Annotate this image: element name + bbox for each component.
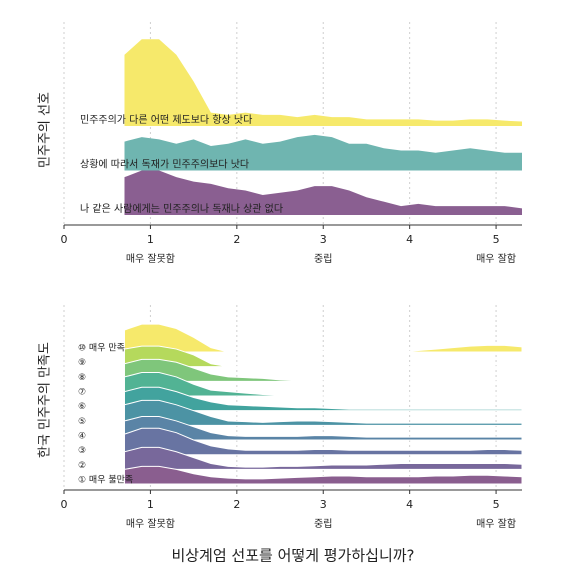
series-label: ⑦	[78, 388, 86, 398]
y-axis-label: 민주주의 선호	[38, 92, 53, 168]
series-label: ① 매우 불만족	[78, 475, 133, 486]
x-tick-label: 4	[406, 233, 413, 246]
series-label: ②	[78, 461, 86, 471]
series-label: ⑨	[78, 358, 86, 368]
series-label: ③	[78, 446, 86, 456]
series-label: ⑤	[78, 417, 86, 427]
x-category-label: 매우 잘함	[476, 518, 516, 530]
x-category-label: 매우 잘못함	[126, 518, 175, 530]
x-axis-label: 비상계엄 선포를 어떻게 평가하십니까?	[171, 547, 414, 565]
x-category-label: 중립	[314, 252, 332, 265]
x-tick-label: 5	[493, 233, 500, 246]
ridge	[123, 323, 523, 353]
x-category-label: 중립	[314, 517, 332, 530]
series-label: 나 같은 사람에게는 민주주의나 독재나 상관 없다	[80, 202, 283, 215]
x-tick-label: 0	[61, 498, 68, 511]
ridge	[124, 39, 522, 126]
series-label: 민주주의가 다른 어떤 제도보다 항상 낫다	[80, 114, 252, 126]
x-tick-label: 1	[147, 498, 154, 511]
ridge	[124, 170, 522, 215]
x-tick-label: 0	[61, 233, 68, 246]
ridge	[123, 465, 523, 485]
ridge	[124, 134, 522, 171]
x-tick-label: 2	[233, 498, 240, 511]
ridge	[123, 446, 523, 470]
ridge	[123, 386, 523, 412]
x-tick-label: 1	[147, 233, 154, 246]
x-tick-label: 4	[406, 498, 413, 511]
series-label: ⑩ 매우 만족	[78, 343, 125, 354]
series-label: ④	[78, 432, 86, 442]
x-tick-label: 5	[493, 498, 500, 511]
series-label: 상황에 따라서 독재가 민주주의보다 낫다	[80, 159, 249, 171]
x-category-label: 매우 잘못함	[126, 253, 175, 265]
series-label: ⑥	[78, 402, 86, 412]
x-tick-label: 3	[320, 498, 327, 511]
series-label: ⑧	[78, 373, 86, 383]
x-tick-label: 3	[320, 233, 327, 246]
x-category-label: 매우 잘함	[476, 253, 516, 265]
y-axis-label: 한국 민주주의 만족도	[38, 342, 53, 458]
x-tick-label: 2	[233, 233, 240, 246]
